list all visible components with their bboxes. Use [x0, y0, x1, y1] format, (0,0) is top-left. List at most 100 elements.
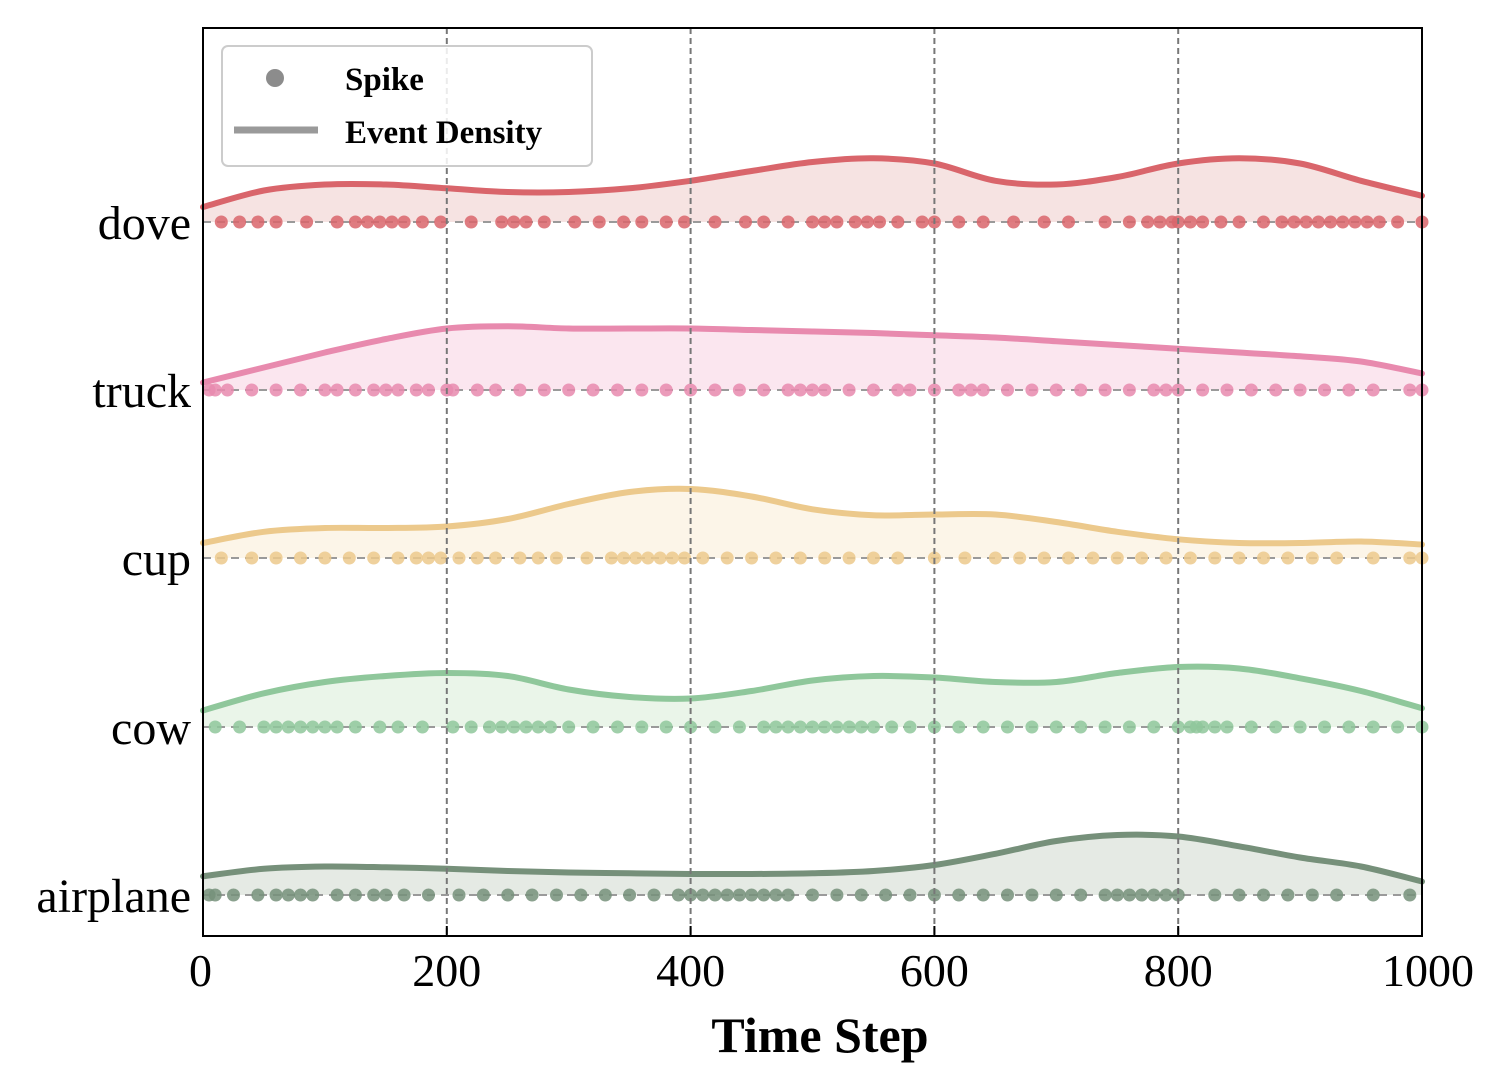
spike-cow [531, 720, 545, 734]
spike-airplane [1049, 888, 1063, 902]
spike-truck [611, 383, 624, 397]
spike-airplane [476, 888, 490, 902]
spike-cup [294, 551, 307, 565]
density-area-cow [203, 666, 1422, 727]
spike-truck [379, 383, 393, 397]
spike-cup [1208, 551, 1222, 565]
spike-cow [635, 720, 649, 734]
spike-truck [391, 383, 405, 397]
spike-truck [793, 383, 807, 397]
spike-cup [891, 551, 905, 565]
spike-cup [489, 551, 503, 565]
spike-dove [1299, 215, 1313, 229]
spike-cow [483, 720, 496, 734]
spike-truck [586, 383, 600, 397]
spike-cow [415, 720, 429, 734]
spike-dove [1257, 215, 1270, 229]
spike-cup [1135, 551, 1149, 565]
spike-cow [1049, 720, 1063, 734]
spike-truck [220, 383, 234, 397]
spike-cow [903, 720, 917, 734]
spike-dove [1360, 215, 1374, 229]
spike-airplane [732, 888, 746, 902]
spike-dove [873, 215, 886, 229]
spike-airplane [1403, 888, 1417, 902]
spike-truck [1220, 383, 1234, 397]
spike-truck [446, 383, 460, 397]
spike-airplane [269, 888, 283, 902]
density-area-cup [203, 488, 1422, 558]
spike-airplane [574, 888, 588, 902]
density-line-airplane [200, 831, 1425, 885]
spike-dove [1348, 215, 1362, 229]
spike-cow [208, 720, 222, 734]
spike-airplane [684, 888, 698, 902]
spike-cup [391, 551, 405, 565]
spike-airplane [525, 888, 539, 902]
spike-truck [562, 383, 576, 397]
spike-truck [1159, 383, 1173, 397]
spike-dove [300, 215, 314, 229]
spike-cup [1086, 551, 1100, 565]
spike-cow [1244, 720, 1258, 734]
spike-truck [1366, 383, 1380, 397]
spike-airplane [1098, 888, 1112, 902]
spike-dove [214, 215, 228, 229]
spike-dove [1232, 215, 1246, 229]
spike-dove [617, 215, 631, 229]
spike-dove [1153, 215, 1167, 229]
spike-airplane [623, 888, 637, 902]
spike-airplane [598, 888, 612, 902]
spike-airplane [452, 888, 466, 902]
spike-cup [1232, 551, 1246, 565]
spike-cup [531, 551, 545, 565]
x-axis-ticks: 0 200 400 600 800 1000 [189, 926, 1474, 996]
spike-cup [269, 551, 283, 565]
spike-truck [1098, 383, 1112, 397]
spike-cow [294, 720, 307, 734]
spike-dove [519, 215, 533, 229]
x-tick-label: 800 [1144, 945, 1213, 996]
spike-dove [1311, 215, 1325, 229]
spike-cup [818, 551, 832, 565]
spike-cup [452, 551, 466, 565]
spike-airplane [1001, 888, 1014, 902]
spike-cow [446, 720, 460, 734]
legend-density-label: Event Density [345, 115, 543, 151]
spike-airplane [550, 888, 563, 902]
spike-truck [269, 383, 283, 397]
spike-airplane [952, 888, 966, 902]
spike-cow [495, 720, 509, 734]
spike-cow [659, 720, 673, 734]
spike-airplane [379, 888, 393, 902]
spike-dove [1372, 215, 1386, 229]
spike-cow [885, 720, 899, 734]
spike-cup [580, 551, 594, 565]
spike-cup [1330, 551, 1344, 565]
density-area-airplane [203, 834, 1422, 895]
spike-truck [1074, 383, 1088, 397]
spike-dove [818, 215, 832, 229]
spike-truck [708, 383, 722, 397]
spike-cup [550, 551, 563, 565]
spike-cow [781, 720, 795, 734]
spike-cow [927, 720, 941, 734]
spike-truck [489, 383, 503, 397]
spike-truck [659, 383, 673, 397]
spike-dove [464, 215, 478, 229]
spike-cow [1208, 720, 1222, 734]
spike-truck [976, 383, 990, 397]
spike-truck [1269, 383, 1283, 397]
spike-cow [269, 720, 283, 734]
spike-dove [739, 215, 752, 229]
spike-airplane [348, 888, 362, 902]
spike-truck [903, 383, 917, 397]
spike-cow [1074, 720, 1088, 734]
spike-airplane [903, 888, 917, 902]
spike-airplane [976, 888, 990, 902]
legend: Spike Event Density [221, 45, 593, 167]
spike-cup [653, 551, 667, 565]
x-tick-label: 200 [412, 945, 481, 996]
spike-airplane [769, 888, 783, 902]
